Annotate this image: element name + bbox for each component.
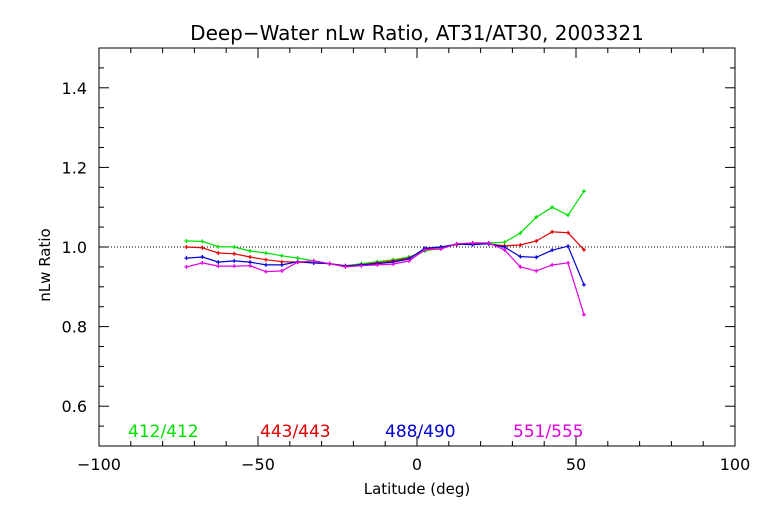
data-point: [343, 264, 348, 269]
legend-label: 488/490: [385, 422, 456, 442]
data-point: [407, 258, 412, 263]
y-tick-label: 1.2: [62, 158, 87, 177]
data-point: [248, 263, 253, 268]
data-point: [263, 250, 268, 255]
x-tick-label: 100: [720, 455, 751, 474]
data-point: [248, 248, 253, 253]
data-point: [566, 230, 571, 235]
data-point: [279, 253, 284, 258]
data-point: [232, 264, 237, 269]
series-line: [186, 243, 585, 286]
y-axis-label: nLw Ratio: [36, 228, 54, 301]
legend-label: 412/412: [128, 422, 199, 442]
data-point: [566, 260, 571, 265]
series-line: [186, 190, 585, 267]
data-point: [263, 257, 268, 262]
series-group: [184, 189, 586, 317]
data-point: [200, 260, 205, 265]
data-point: [263, 262, 268, 267]
data-point: [295, 256, 300, 261]
data-point: [581, 247, 586, 252]
data-point: [263, 269, 268, 274]
series-line: [186, 231, 585, 267]
data-point: [184, 245, 189, 249]
data-point: [200, 254, 205, 259]
data-point: [502, 240, 507, 245]
data-point: [581, 312, 586, 317]
data-point: [184, 264, 189, 269]
data-point: [566, 213, 571, 218]
data-point: [200, 239, 205, 244]
data-point: [518, 254, 523, 259]
data-point: [422, 247, 427, 252]
tick-labels: −100 −50 0 50 100 0.6 0.8 1.0 1.2 1.4: [62, 79, 751, 474]
series-line: [186, 242, 585, 315]
data-point: [359, 263, 364, 268]
data-point: [518, 264, 523, 269]
data-point: [486, 241, 491, 246]
data-point: [184, 239, 189, 244]
data-point: [534, 255, 539, 260]
data-point: [391, 262, 396, 267]
x-tick-label: −50: [241, 455, 275, 474]
data-point: [279, 268, 284, 273]
data-point: [248, 254, 253, 259]
data-point: [534, 215, 539, 220]
data-point: [200, 245, 205, 250]
data-point: [375, 262, 380, 267]
data-point: [581, 189, 586, 194]
chart-title: Deep−Water nLw Ratio, AT31/AT30, 2003321: [190, 21, 644, 45]
legend-label: 443/443: [260, 422, 331, 442]
data-point: [550, 262, 555, 267]
data-point: [216, 250, 221, 255]
data-point: [327, 261, 332, 266]
data-point: [216, 260, 221, 265]
data-point: [438, 246, 443, 251]
data-point: [502, 247, 507, 252]
data-point: [534, 268, 539, 273]
x-axis-label: Latitude (deg): [364, 480, 470, 498]
data-point: [295, 260, 300, 265]
data-point: [248, 260, 253, 265]
data-point: [550, 205, 555, 210]
y-tick-label: 0.6: [62, 397, 87, 416]
data-point: [550, 248, 555, 253]
x-tick-label: −100: [77, 455, 121, 474]
data-point: [216, 244, 221, 249]
data-point: [550, 229, 555, 234]
data-point: [566, 244, 571, 249]
data-point: [518, 243, 523, 248]
data-point: [232, 245, 237, 249]
y-tick-label: 1.0: [62, 238, 87, 257]
data-point: [279, 262, 284, 267]
x-tick-label: 0: [412, 455, 422, 474]
data-point: [311, 258, 316, 263]
legend-label: 551/555: [513, 422, 584, 442]
y-tick-label: 1.4: [62, 79, 87, 98]
data-point: [534, 239, 539, 244]
data-point: [470, 241, 475, 246]
data-point: [581, 282, 586, 287]
data-point: [216, 264, 221, 269]
x-tick-label: 50: [566, 455, 586, 474]
data-point: [184, 256, 189, 261]
data-point: [454, 241, 459, 246]
data-point: [232, 258, 237, 263]
legend: 412/412 443/443 488/490 551/555: [128, 422, 584, 442]
y-tick-label: 0.8: [62, 318, 87, 337]
data-point: [518, 231, 523, 236]
data-point: [232, 251, 237, 256]
